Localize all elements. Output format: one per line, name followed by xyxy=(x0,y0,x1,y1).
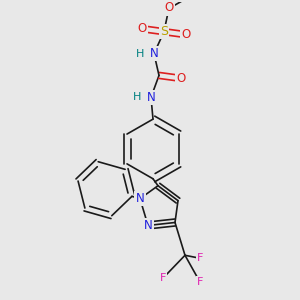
Text: F: F xyxy=(197,277,203,287)
Text: N: N xyxy=(136,192,144,205)
Text: F: F xyxy=(197,253,203,263)
Text: O: O xyxy=(176,72,186,85)
Text: N: N xyxy=(150,47,158,60)
Text: H: H xyxy=(136,49,144,58)
Text: S: S xyxy=(160,25,168,38)
Text: O: O xyxy=(137,22,147,35)
Text: N: N xyxy=(144,219,152,232)
Text: O: O xyxy=(164,1,174,14)
Text: H: H xyxy=(133,92,141,102)
Text: O: O xyxy=(182,28,190,41)
Text: N: N xyxy=(147,91,155,104)
Text: F: F xyxy=(160,273,166,283)
